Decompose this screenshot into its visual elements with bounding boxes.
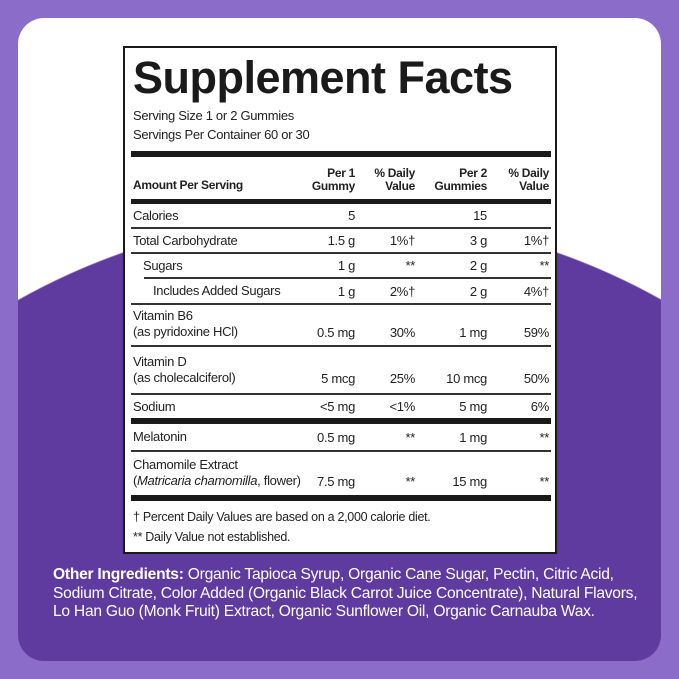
- row-dv1: **: [405, 429, 415, 445]
- row-per2: 3 g: [469, 233, 487, 248]
- row-dv1: <1%: [389, 399, 416, 414]
- facts-table: Amount Per Serving Per 1 Gummy % Daily Val…: [131, 151, 551, 501]
- divider-thick: [131, 199, 551, 204]
- table-row-chamomile: Chamomile Extract (Matricaria chamomilla,…: [131, 452, 551, 495]
- header-amount: Amount Per Serving: [133, 178, 243, 192]
- other-ingredients: Other Ingredients: Organic Tapioca Syrup…: [53, 566, 643, 622]
- row-per2: 1 mg: [459, 325, 487, 340]
- row-dv2: **: [539, 474, 549, 489]
- row-dv2: 1%†: [523, 233, 549, 248]
- row-label: Sodium: [133, 398, 176, 414]
- row-dv1: **: [405, 474, 415, 489]
- row-label: Includes Added Sugars: [153, 283, 281, 298]
- row-per1: 1.5 g: [327, 233, 356, 248]
- row-per2: 5 mg: [459, 399, 487, 414]
- divider-indented: [144, 277, 551, 279]
- row-per1: 1 g: [337, 283, 355, 299]
- serving-size: Serving Size 1 or 2 Gummies: [133, 108, 294, 123]
- footnote-not-established: ** Daily Value not established.: [133, 530, 291, 544]
- servings-per-container: Servings Per Container 60 or 30: [133, 127, 310, 142]
- row-per2: 2 g: [469, 283, 487, 299]
- other-ingredients-label: Other Ingredients:: [53, 566, 184, 583]
- header-per1: Per 1 Gummy: [311, 166, 355, 193]
- row-per1: 1 g: [337, 258, 355, 273]
- table-row-melatonin: Melatonin 0.5 mg ** 1 mg **: [131, 424, 551, 452]
- row-per1: 0.5 mg: [317, 325, 355, 340]
- row-dv1: 25%: [389, 371, 415, 386]
- table-row-vitamin-b6: Vitamin B6 (as pyridoxine HCl) 0.5 mg 30%…: [131, 305, 551, 347]
- header-dv2: % Daily Value: [508, 166, 549, 193]
- row-dv2: 50%: [523, 371, 549, 386]
- row-label: Melatonin: [133, 429, 187, 444]
- other-ingredients-text: Organic Tapioca Syrup, Organic Cane Suga…: [53, 566, 638, 620]
- table-row-added-sugars: Includes Added Sugars 1 g 2%† 2 g 4%†: [131, 279, 551, 305]
- table-row-calories: Calories 5 15: [131, 204, 551, 229]
- row-per2: 15: [473, 208, 487, 223]
- footnote-daily-values: † Percent Daily Values are based on a 2,…: [133, 510, 431, 524]
- row-label: Vitamin B6 (as pyridoxine HCl): [133, 308, 238, 339]
- row-dv1: 2%†: [389, 283, 415, 299]
- divider-thick: [131, 151, 551, 157]
- row-per2: 1 mg: [459, 429, 487, 445]
- row-dv1: 1%†: [389, 233, 415, 248]
- row-per2: 10 mcg: [446, 371, 487, 386]
- row-dv2: **: [539, 258, 549, 273]
- panel-title: Supplement Facts: [133, 52, 513, 103]
- table-row-vitamin-d: Vitamin D (as cholecalciferol) 5 mcg 25% …: [131, 347, 551, 395]
- row-dv2: **: [539, 429, 549, 445]
- divider-thick: [131, 418, 551, 424]
- row-dv2: 4%†: [523, 283, 549, 299]
- table-row-total-carbohydrate: Total Carbohydrate 1.5 g 1%† 3 g 1%†: [131, 229, 551, 254]
- row-per1: 5 mcg: [321, 371, 355, 386]
- table-row-sodium: Sodium <5 mg <1% 5 mg 6%: [131, 395, 551, 418]
- row-per1: 0.5 mg: [317, 429, 355, 445]
- row-dv1: 30%: [389, 325, 415, 340]
- row-label: Total Carbohydrate: [133, 232, 238, 248]
- row-per1: 5: [348, 208, 355, 223]
- divider-thick: [131, 495, 551, 501]
- row-label: Vitamin D (as cholecalciferol): [133, 354, 236, 385]
- row-dv1: **: [405, 258, 415, 273]
- row-dv2: 6%: [530, 399, 550, 414]
- supplement-facts-panel: Supplement Facts Serving Size 1 or 2 Gum…: [123, 46, 557, 554]
- header-per2: Per 2 Gummies: [434, 166, 487, 193]
- row-dv2: 59%: [523, 325, 549, 340]
- row-per1: 7.5 mg: [317, 474, 355, 489]
- row-label: Sugars: [143, 257, 183, 273]
- row-per2: 15 mg: [452, 474, 487, 489]
- header-dv1: % Daily Value: [374, 166, 415, 193]
- row-label: Calories: [133, 207, 179, 223]
- table-row-sugars: Sugars 1 g ** 2 g **: [131, 254, 551, 277]
- row-per1: <5 mg: [320, 399, 355, 414]
- row-per2: 2 g: [469, 258, 487, 273]
- row-label: Chamomile Extract (Matricaria chamomilla,…: [133, 457, 301, 488]
- table-header: Amount Per Serving Per 1 Gummy % Daily Val…: [131, 157, 551, 199]
